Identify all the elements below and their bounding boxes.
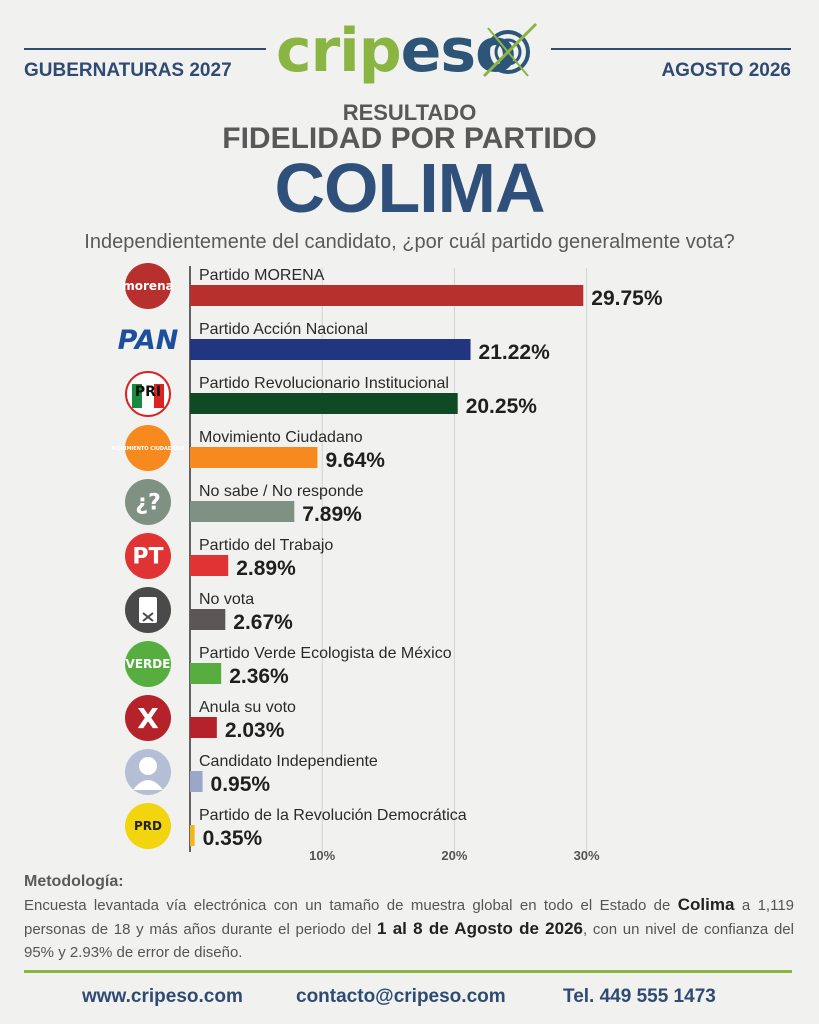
movimiento-ciudadano-logo-text: MOVIMIENTO CIUDADANO <box>112 446 185 452</box>
category-label: Anula su voto <box>199 699 296 716</box>
footer-divider <box>24 970 792 973</box>
pan-text: PAN <box>118 325 179 356</box>
bar <box>190 555 229 576</box>
prd-logo-text: PRD <box>134 819 162 833</box>
bar <box>190 663 222 684</box>
methodology-part2: a 1,119 personas de 18 y más años durant… <box>24 897 795 938</box>
movimiento-ciudadano-logo: MOVIMIENTO CIUDADANO <box>112 425 185 471</box>
person-head <box>139 757 157 775</box>
prd-logo: PRD <box>125 803 171 849</box>
bar <box>190 771 203 792</box>
bar <box>190 609 226 630</box>
x-icon-text: X <box>137 702 159 735</box>
x-icon: X <box>125 695 171 741</box>
person-body <box>133 780 163 790</box>
methodology-part1: Encuesta levantada vía electrónica con u… <box>24 897 671 914</box>
value-label: 0.35% <box>203 827 263 850</box>
verde-logo-circle <box>125 641 171 687</box>
category-label: Candidato Independiente <box>199 753 378 770</box>
title-state: COLIMA <box>274 149 545 227</box>
morena-logo-text: morena <box>122 279 173 293</box>
category-label: No sabe / No responde <box>199 483 364 500</box>
value-label: 2.67% <box>233 611 293 634</box>
value-label: 2.03% <box>225 719 285 742</box>
category-label: Partido de la Revolución Democrática <box>199 807 467 824</box>
title-fidelidad: FIDELIDAD POR PARTIDO <box>222 122 597 155</box>
bar <box>190 825 195 846</box>
methodology-text: Encuesta levantada vía electrónica con u… <box>24 893 794 964</box>
bar-chart: 10% 20% 30% morena Partido MORENA 29.75% PAN Pa… <box>112 263 663 863</box>
value-label: 29.75% <box>591 287 663 310</box>
pt-logo-circle <box>125 533 171 579</box>
morena-logo-circle <box>125 263 171 309</box>
header-date: AGOSTO 2026 <box>661 60 791 81</box>
question-icon-text: ¿? <box>135 491 161 516</box>
footer-phone: Tel. 449 555 1473 <box>563 986 716 1007</box>
x-tick-label: 30% <box>574 848 600 863</box>
methodology-part3: , con un nivel de confianza del 95% y 2.… <box>24 921 794 961</box>
pri-red <box>154 384 164 408</box>
target-icon <box>482 22 538 78</box>
value-label: 2.89% <box>236 557 296 580</box>
bar <box>190 285 584 306</box>
methodology-state: Colima <box>677 895 735 914</box>
verde-logo: VERDE <box>125 641 171 687</box>
question-icon: ¿? <box>125 479 171 525</box>
pri-green <box>132 384 142 408</box>
category-label: Partido Verde Ecologista de México <box>199 645 452 662</box>
header-election: GUBERNATURAS 2027 <box>24 60 232 81</box>
logo-text-green: crip <box>276 16 402 86</box>
movimiento-ciudadano-logo-circle <box>125 425 171 471</box>
person-icon <box>125 749 171 795</box>
bar <box>190 393 458 414</box>
ballot-icon <box>125 587 171 633</box>
question-icon-circle <box>125 479 171 525</box>
bar <box>190 501 295 522</box>
pan-logo: PAN <box>118 325 179 356</box>
value-label: 20.25% <box>466 395 538 418</box>
prd-logo-circle <box>125 803 171 849</box>
value-label: 9.64% <box>325 449 385 472</box>
x-icon-circle <box>125 695 171 741</box>
category-label: Partido Acción Nacional <box>199 321 368 338</box>
value-label: 0.95% <box>211 773 271 796</box>
survey-question: Independientemente del candidato, ¿por c… <box>84 231 735 253</box>
footer-website[interactable]: www.cripeso.com <box>82 986 243 1007</box>
cripeso-logo: cripeso <box>276 12 546 92</box>
x-tick-label: 20% <box>441 848 467 863</box>
x-tick-label: 10% <box>309 848 335 863</box>
value-label: 2.36% <box>229 665 289 688</box>
ballot-x2 <box>142 612 154 622</box>
verde-logo-text: VERDE <box>126 657 171 671</box>
footer-email[interactable]: contacto@cripeso.com <box>296 986 506 1007</box>
methodology-period: 1 al 8 de Agosto de 2026 <box>377 919 584 938</box>
category-label: Partido Revolucionario Institucional <box>199 375 449 392</box>
category-label: No vota <box>199 591 254 608</box>
category-label: Movimiento Ciudadano <box>199 429 363 446</box>
methodology-title: Metodología: <box>24 873 124 890</box>
morena-logo: morena <box>122 263 174 309</box>
pt-logo: PT <box>125 533 171 579</box>
category-label: Partido MORENA <box>199 267 325 284</box>
title-resultado: RESULTADO <box>342 100 477 125</box>
bar <box>190 447 318 468</box>
pri-text: PRI <box>135 384 161 400</box>
value-label: 7.89% <box>302 503 362 526</box>
ballot-paper <box>139 597 157 623</box>
header-line-left <box>24 48 266 50</box>
bar <box>190 339 471 360</box>
pt-logo-text: PT <box>132 545 163 570</box>
pri-logo: PRI <box>125 371 171 417</box>
bar <box>190 717 217 738</box>
value-label: 21.22% <box>479 341 551 364</box>
header-line-right <box>551 48 791 50</box>
category-label: Partido del Trabajo <box>199 537 333 554</box>
